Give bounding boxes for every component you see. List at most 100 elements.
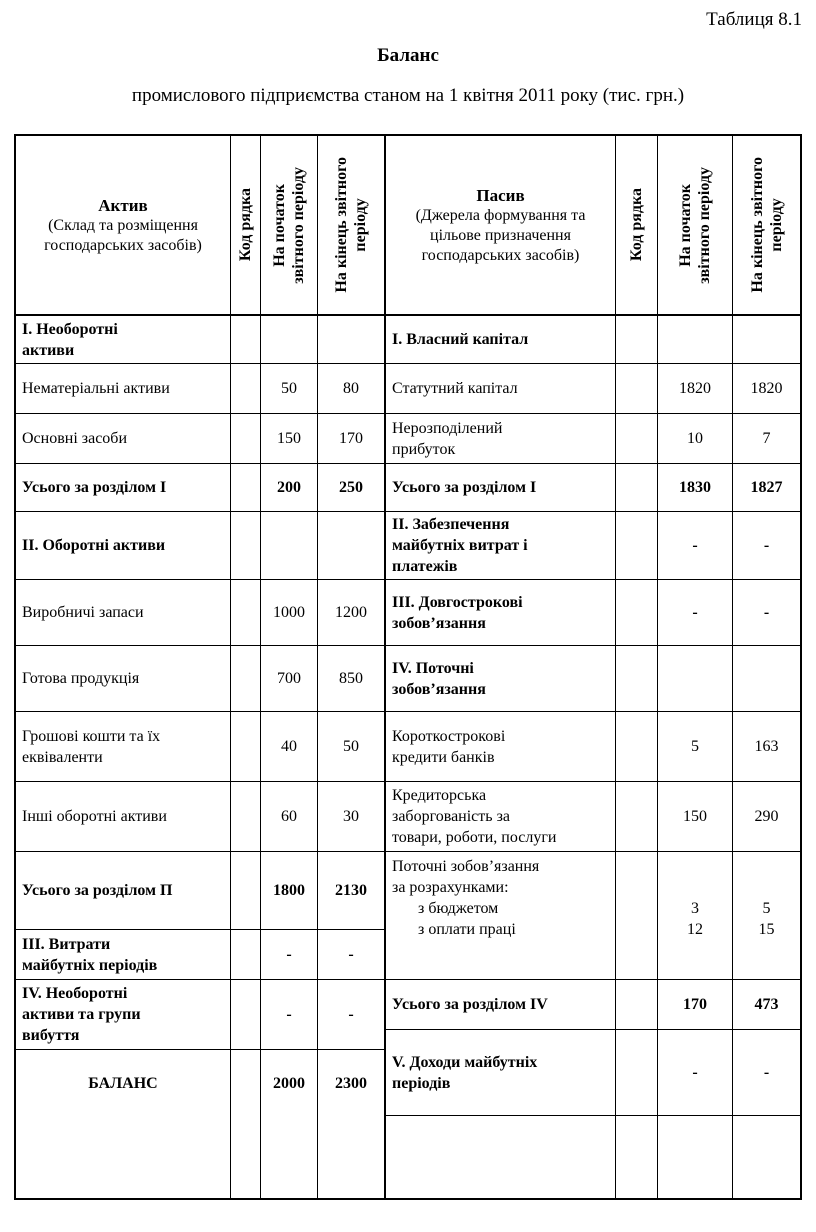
row-label: Готова продукція — [22, 670, 140, 687]
header-liability-code-label: Код рядка — [628, 188, 645, 262]
row-label: Короткострокові кредити банків — [392, 727, 506, 766]
row-label: Усього за розділом I — [392, 479, 537, 496]
row-code — [616, 980, 657, 1029]
row-value-end: 30 — [343, 808, 359, 825]
header-asset-sub1: (Склад та розміщення — [48, 216, 198, 234]
row-value-end: 290 — [754, 808, 779, 825]
header-asset-title: Актив — [98, 195, 148, 215]
header-liability-code: Код рядка — [616, 136, 657, 314]
row-value-end — [318, 316, 384, 363]
liability-rows: I. Власний капітал Статутний капітал 1820 1… — [386, 316, 802, 1198]
row-value-end: 163 — [754, 738, 779, 755]
table-row: II. Забезпечення майбутніх витрат і платеж… — [386, 512, 802, 580]
balance-sheet-table: Актив (Склад та розміщення господарських… — [14, 134, 802, 1200]
table-row: Готова продукція 700 850 — [16, 646, 384, 712]
row-code — [616, 852, 657, 979]
header-asset-sub2: господарських засобів) — [44, 236, 202, 254]
page-title: Баланс — [377, 45, 439, 66]
row-value-end: 7 — [762, 430, 771, 447]
row-label: V. Доходи майбутніх періодів — [392, 1053, 538, 1092]
row-code — [231, 646, 260, 711]
row-label: Усього за розділом I — [22, 479, 167, 496]
row-label: Статутний капітал — [392, 380, 518, 397]
row-label: Усього за розділом П — [22, 882, 173, 899]
row-label: Інші оборотні активи — [22, 808, 167, 825]
row-code — [231, 782, 260, 851]
row-value-begin: 60 — [281, 808, 297, 825]
row-value-end: 5 15 — [758, 900, 775, 938]
row-code — [616, 712, 657, 781]
row-code — [231, 580, 260, 645]
row-code — [231, 464, 260, 511]
row-value-begin: 5 — [691, 738, 699, 755]
row-label: Поточні зобов’язання за розрахунками: з бю… — [392, 858, 540, 938]
row-value-end: - — [348, 946, 354, 963]
column-rule-asset-begin — [260, 136, 261, 1198]
table-row: Усього за розділом П 1800 2130 — [16, 852, 384, 930]
table-row: БАЛАНС 2000 2300 — [16, 1050, 384, 1116]
row-label: Виробничі запаси — [22, 604, 144, 621]
row-value-begin: 1820 — [679, 380, 711, 397]
header-liability: Пасив (Джерела формування та цільове при… — [386, 136, 615, 314]
header-asset-begin-label: На початок звітного періоду — [271, 166, 307, 284]
row-value-begin: 200 — [277, 479, 301, 496]
row-code — [231, 364, 260, 413]
row-value-begin: 150 — [277, 430, 301, 447]
table-row: V. Доходи майбутніх періодів - - — [386, 1030, 802, 1116]
column-rule-liability-begin — [657, 136, 658, 1198]
row-label: Усього за розділом IV — [392, 996, 548, 1013]
row-value-begin — [261, 512, 317, 579]
row-value-end — [733, 646, 800, 711]
row-code — [616, 414, 657, 463]
row-value-begin: 1800 — [273, 882, 305, 899]
table-row: Поточні зобов’язання за розрахунками: з бю… — [386, 852, 802, 980]
row-value-end: 850 — [339, 670, 363, 687]
row-label: Кредиторська заборгованість за товари, роб… — [392, 787, 557, 846]
row-label: Грошові кошти та їх еквіваленти — [22, 727, 161, 766]
row-code — [616, 646, 657, 711]
row-label: I. Необоротні активи — [22, 320, 118, 359]
row-code — [616, 782, 657, 851]
row-label: III. Довгострокові зобов’язання — [392, 593, 523, 632]
row-value-begin: 2000 — [273, 1074, 305, 1092]
row-value-begin: - — [286, 946, 292, 963]
table-row: IV. Необоротні активи та групи вибуття - - — [16, 980, 384, 1050]
row-code — [231, 980, 260, 1049]
table-number: Таблиця 8.1 — [706, 9, 802, 30]
row-code — [616, 364, 657, 413]
column-rule-asset-code — [230, 136, 231, 1198]
header-asset-code: Код рядка — [231, 136, 260, 314]
row-value-begin: 170 — [683, 996, 707, 1013]
row-code — [616, 1030, 657, 1115]
table-row: Усього за розділом I 1830 1827 — [386, 464, 802, 512]
row-label: I. Власний капітал — [392, 331, 529, 348]
header-asset-end: На кінець звітного періоду — [318, 136, 384, 314]
table-row: Статутний капітал 1820 1820 — [386, 364, 802, 414]
table-row: Виробничі запаси 1000 1200 — [16, 580, 384, 646]
row-value-begin: - — [692, 1064, 698, 1081]
row-value-end: 2300 — [335, 1074, 367, 1092]
row-value-end — [733, 316, 800, 363]
row-code — [616, 512, 657, 579]
row-label: Основні засоби — [22, 430, 128, 447]
header-liability-begin-label: На початок звітного періоду — [677, 166, 713, 284]
header-liability-end-label: На кінець звітного періоду — [748, 157, 785, 293]
row-code — [616, 580, 657, 645]
row-label: БАЛАНС — [88, 1074, 158, 1092]
row-value-end: 50 — [343, 738, 359, 755]
row-code — [231, 512, 260, 579]
table-row: Грошові кошти та їх еквіваленти 40 50 — [16, 712, 384, 782]
row-label: IV. Необоротні активи та групи вибуття — [22, 985, 141, 1044]
column-rule-liability-end — [732, 136, 733, 1198]
row-value-begin: 3 12 — [687, 900, 703, 938]
table-row: Короткострокові кредити банків 5 163 — [386, 712, 802, 782]
row-value-end: 473 — [754, 996, 779, 1013]
row-value-begin — [658, 646, 732, 711]
row-value-end: - — [763, 1064, 770, 1081]
row-value-begin: - — [286, 1006, 292, 1023]
row-code — [231, 852, 260, 929]
row-code — [231, 316, 260, 363]
table-row: Нерозподілений прибуток 10 7 — [386, 414, 802, 464]
header-liability-title: Пасив — [476, 185, 525, 205]
row-value-begin: 150 — [683, 808, 707, 825]
